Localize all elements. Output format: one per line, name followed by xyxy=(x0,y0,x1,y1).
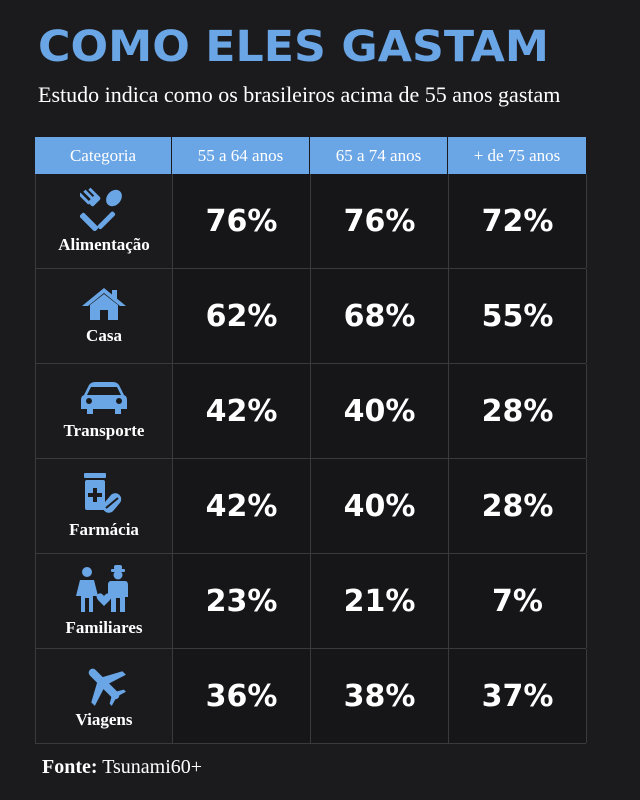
family-icon xyxy=(73,564,135,618)
table-row: Farmácia 42% 40% 28% xyxy=(36,458,587,553)
value-cell: 68% xyxy=(311,269,449,363)
value-cell: 42% xyxy=(173,459,311,553)
table-row: Familiares 23% 21% 7% xyxy=(36,553,587,648)
category-label: Farmácia xyxy=(69,520,139,539)
table-body: Alimentação 76% 76% 72% Casa xyxy=(35,174,587,744)
car-icon xyxy=(79,381,129,421)
category-cell: Familiares xyxy=(36,554,173,648)
value-cell: 76% xyxy=(311,174,449,268)
value-cell: 42% xyxy=(173,364,311,458)
header-65-74: 65 a 74 anos xyxy=(310,137,448,174)
medicine-icon xyxy=(80,472,128,520)
value-cell: 38% xyxy=(311,649,449,743)
header-75-plus: + de 75 anos xyxy=(473,145,561,165)
category-cell: Farmácia xyxy=(36,459,173,553)
value-cell: 28% xyxy=(449,364,587,458)
category-cell: Viagens xyxy=(36,649,173,743)
house-icon xyxy=(80,286,128,326)
value-cell: 28% xyxy=(449,459,587,553)
value-cell: 7% xyxy=(449,554,587,648)
value-cell: 40% xyxy=(311,364,449,458)
value-cell: 72% xyxy=(449,174,587,268)
table-row: Transporte 42% 40% 28% xyxy=(36,363,587,458)
table-header: Categoria 55 a 64 anos 65 a 74 anos + de… xyxy=(35,137,586,174)
header-categoria: Categoria xyxy=(35,137,172,174)
value-cell: 36% xyxy=(173,649,311,743)
category-label: Transporte xyxy=(63,421,145,440)
table-row: Casa 62% 68% 55% xyxy=(36,268,587,363)
value-cell: 40% xyxy=(311,459,449,553)
source-label: Fonte: xyxy=(42,756,98,778)
value-cell: 37% xyxy=(449,649,587,743)
category-label: Alimentação xyxy=(58,235,150,254)
spending-table: Categoria 55 a 64 anos 65 a 74 anos + de… xyxy=(35,137,587,744)
category-label: Familiares xyxy=(65,618,143,637)
category-label: Viagens xyxy=(75,710,133,729)
fork-spoon-icon xyxy=(80,187,128,235)
table-row: Viagens 36% 38% 37% xyxy=(36,648,587,743)
value-cell: 23% xyxy=(173,554,311,648)
category-label: Casa xyxy=(86,326,122,345)
value-cell: 62% xyxy=(173,269,311,363)
value-cell: 55% xyxy=(449,269,587,363)
airplane-icon xyxy=(80,662,128,710)
value-cell: 76% xyxy=(173,174,311,268)
header-55-64: 55 a 64 anos xyxy=(172,137,310,174)
page-title: COMO ELES GASTAM xyxy=(38,22,550,72)
category-cell: Alimentação xyxy=(36,174,173,268)
table-row: Alimentação 76% 76% 72% xyxy=(36,174,587,268)
source-note: Fonte: Tsunami60+ xyxy=(42,756,202,779)
category-cell: Transporte xyxy=(36,364,173,458)
source-value: Tsunami60+ xyxy=(102,756,203,778)
value-cell: 21% xyxy=(311,554,449,648)
category-cell: Casa xyxy=(36,269,173,363)
page-subtitle: Estudo indica como os brasileiros acima … xyxy=(38,82,561,107)
